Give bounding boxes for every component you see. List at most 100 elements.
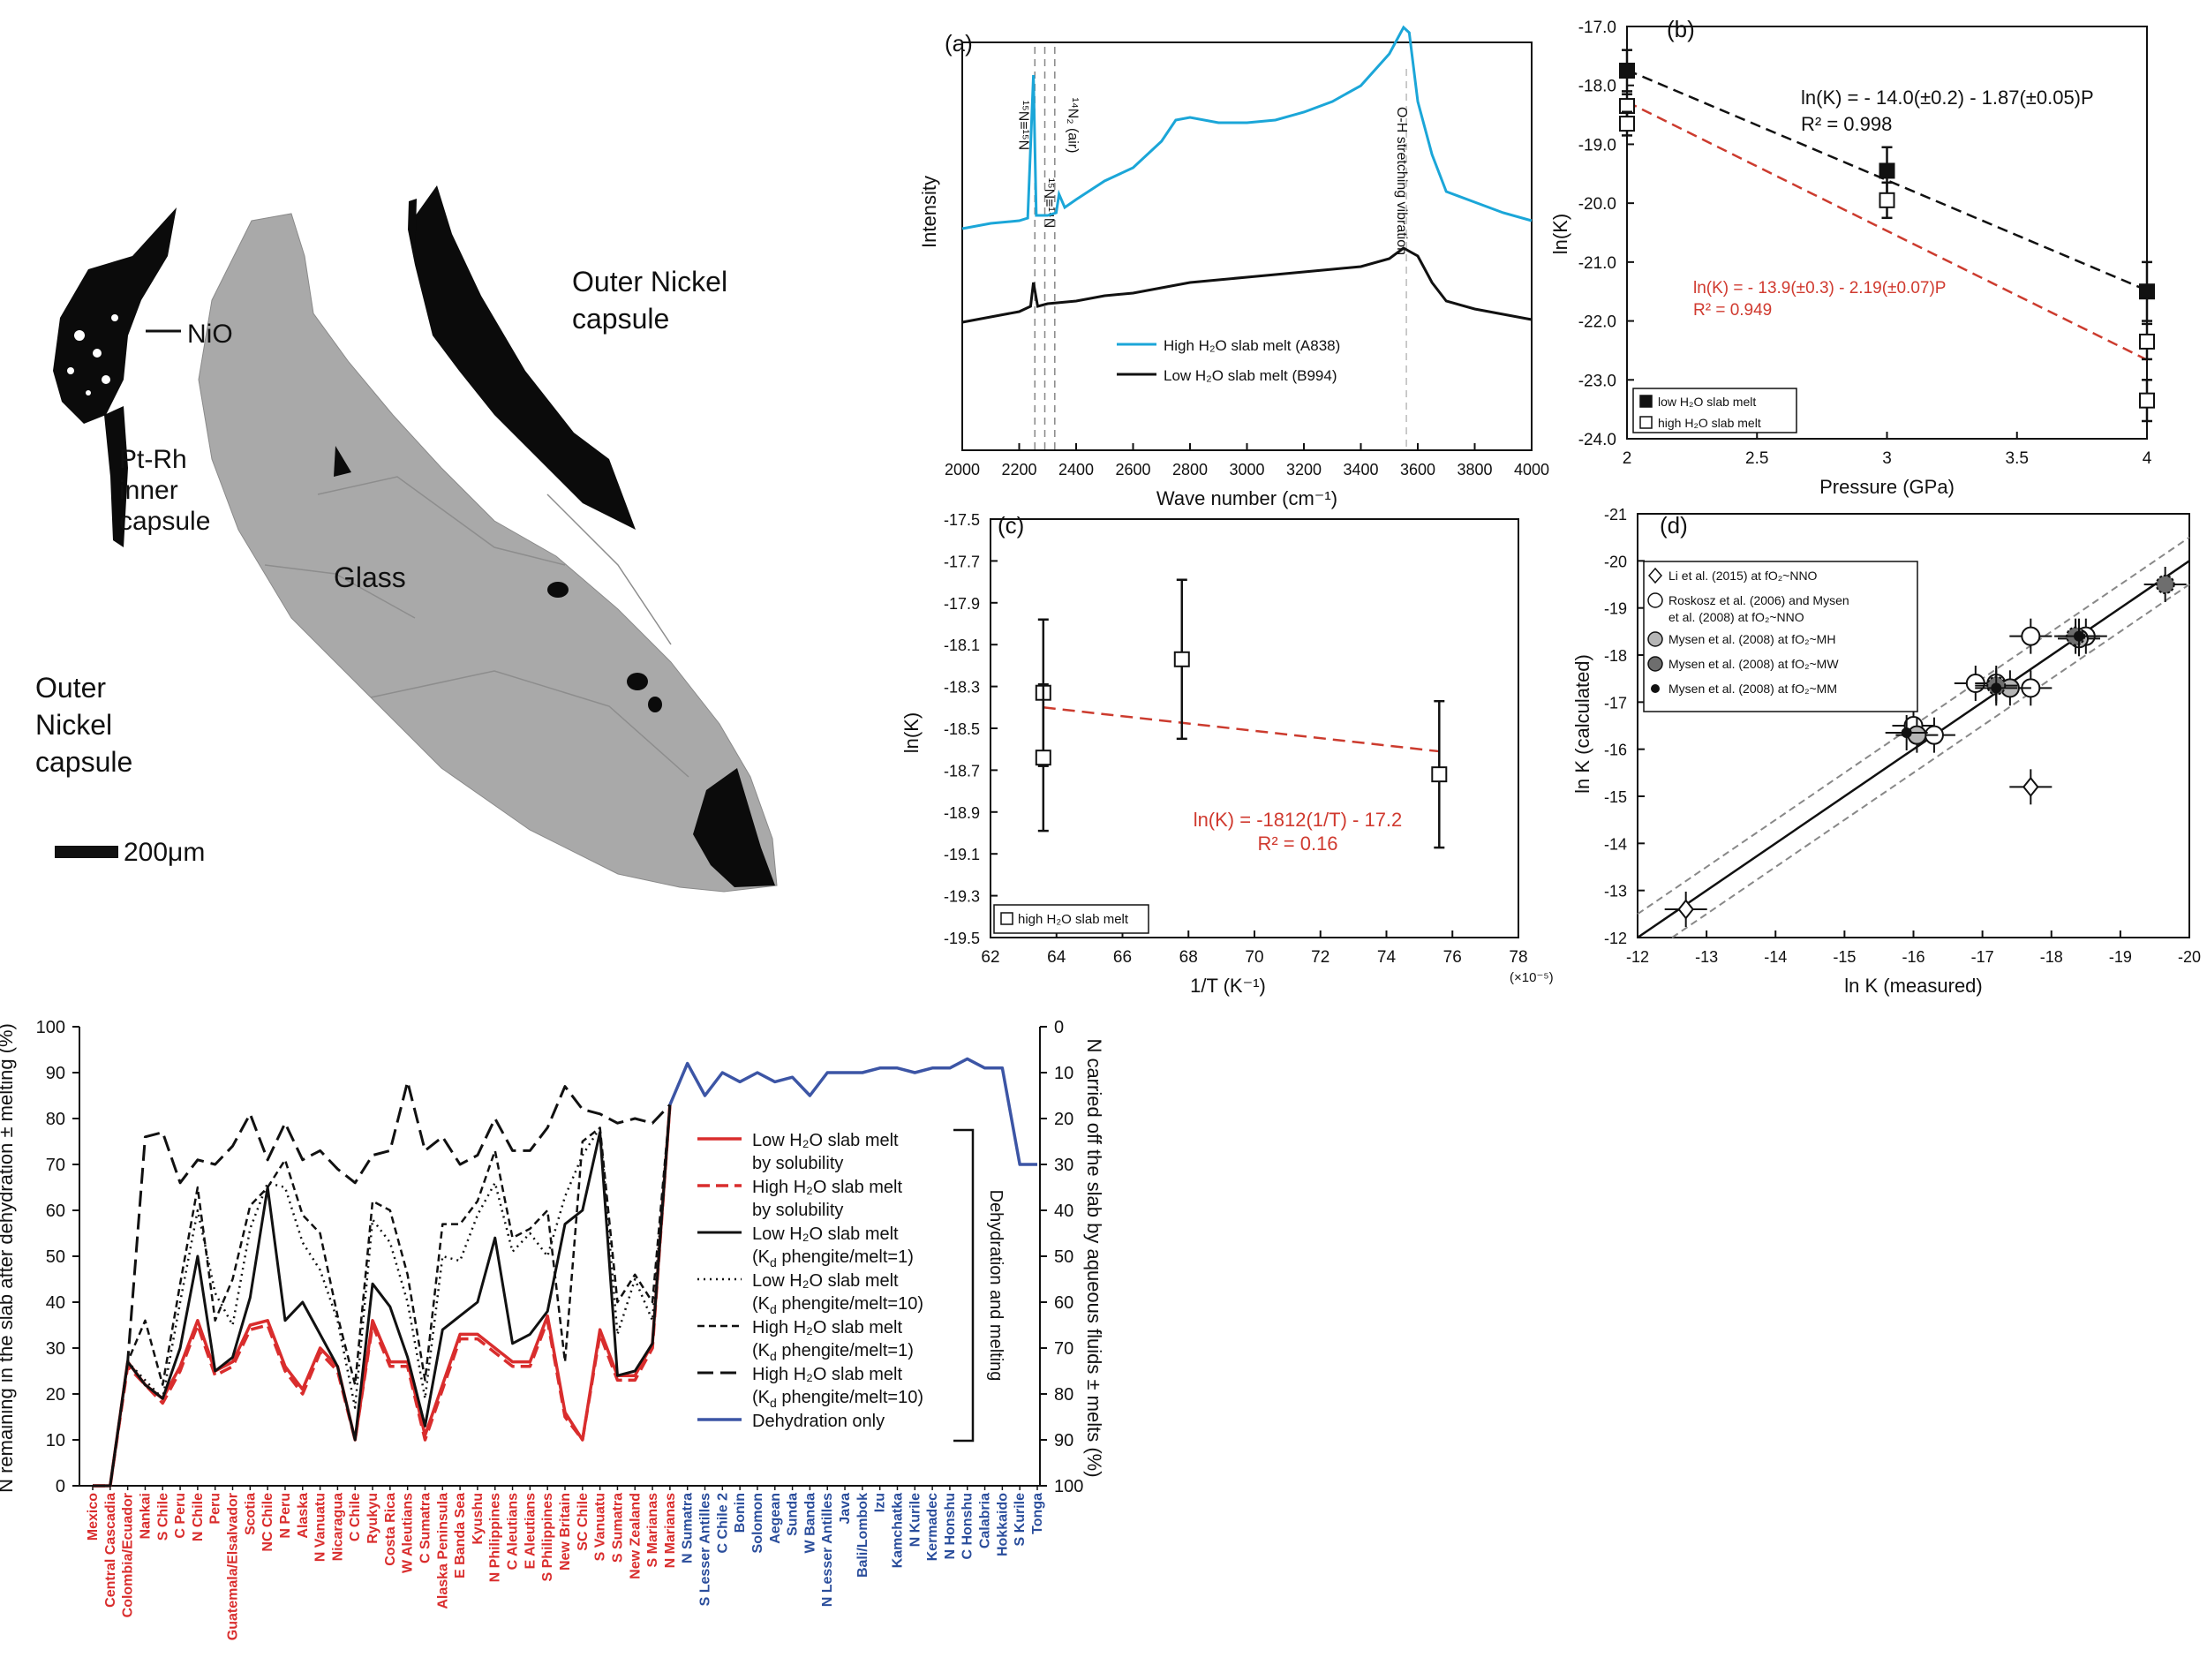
x-tick-label: 74 bbox=[1377, 948, 1397, 967]
panel-label: (b) bbox=[1667, 16, 1695, 42]
y-tick-label-left: 0 bbox=[56, 1477, 65, 1496]
category-label: N Sumatra bbox=[681, 1493, 696, 1563]
data-point bbox=[1431, 766, 1448, 783]
legend-label: (Kd phengite/melt=10) bbox=[752, 1388, 923, 1410]
y-tick-label-right: 40 bbox=[1054, 1202, 1073, 1221]
legend-box bbox=[993, 904, 1149, 934]
category-label: Ryukyu bbox=[365, 1493, 380, 1544]
panel-label: (c) bbox=[998, 512, 1024, 539]
y-tick-label-right: 0 bbox=[1054, 1018, 1064, 1037]
data-point-small-dot bbox=[2074, 630, 2084, 642]
peak-annotation: O-H stretching vibration bbox=[1394, 107, 1409, 255]
x-tick-label: -14 bbox=[1764, 948, 1787, 966]
y-tick-label: -14 bbox=[1604, 835, 1627, 853]
legend-label: et al. (2008) at fO₂~NNO bbox=[1668, 610, 1804, 624]
x-tick-label: 62 bbox=[981, 948, 999, 967]
pt-rh-capsule bbox=[104, 406, 128, 547]
glass-label: Glass bbox=[334, 561, 406, 593]
fit-line-low-h2o bbox=[1626, 69, 2148, 292]
scale-label: 200μm bbox=[124, 838, 205, 867]
category-label: Colombia/Ecuador bbox=[121, 1493, 136, 1617]
x-tick-label: -16 bbox=[1902, 948, 1925, 966]
panel-c-lnk-vs-inverse-temperature: (c) -17.5 -17.7 -17.9 -18.1 -18.3 -18.5 -18.7 -1… bbox=[900, 511, 1554, 997]
category-label: S Kurile bbox=[1013, 1493, 1028, 1547]
y-axis-label-right: N carried off the slab by aqueous fluids… bbox=[1083, 1038, 1105, 1477]
category-label: C Chile 2 bbox=[715, 1493, 730, 1554]
category-label: Alaska bbox=[296, 1493, 311, 1539]
y-tick-label-right: 30 bbox=[1054, 1156, 1073, 1175]
legend-marker bbox=[1000, 912, 1013, 925]
spectrum-low-h2o bbox=[961, 246, 1533, 324]
legend-label: (Kd phengite/melt=10) bbox=[752, 1294, 923, 1316]
outer-nickel-top bbox=[415, 185, 636, 530]
x-tick-label: 2.5 bbox=[1745, 449, 1768, 468]
panel-label: (a) bbox=[945, 30, 973, 57]
legend-marker bbox=[1647, 656, 1663, 672]
category-label: Java bbox=[838, 1493, 853, 1525]
legend-label: Roskosz et al. (2006) and Mysen bbox=[1668, 593, 1849, 607]
x-tick-label: 3000 bbox=[1229, 461, 1264, 478]
text-line: Glass bbox=[334, 561, 406, 593]
y-tick-label: -18.5 bbox=[944, 720, 980, 738]
category-label: Solomon bbox=[750, 1493, 765, 1553]
y-tick-label: -18.7 bbox=[944, 762, 980, 780]
panel-a-raman-spectra: (a) 2000 2200 2400 2600 2800 3000 3200 3400 3600 3… bbox=[918, 25, 1549, 509]
y-axis-label: Intensity bbox=[918, 176, 940, 248]
lower-envelope-line bbox=[1671, 584, 2190, 938]
category-label: Kermadec bbox=[925, 1493, 940, 1561]
data-point-diamond bbox=[2022, 776, 2039, 797]
category-label: N Philippines bbox=[488, 1493, 503, 1582]
data-point-diamond bbox=[1677, 899, 1694, 920]
category-label: N Peru bbox=[278, 1493, 293, 1539]
x-tick-label: 66 bbox=[1113, 948, 1132, 967]
y-tick-label: -17.9 bbox=[944, 595, 980, 613]
y-tick-label-right: 10 bbox=[1054, 1064, 1073, 1083]
fit-r2: R² = 0.16 bbox=[1257, 832, 1337, 855]
y-tick-label: -15 bbox=[1604, 788, 1627, 806]
legend-label: by solubility bbox=[752, 1154, 843, 1173]
legend-label: low H₂O slab melt bbox=[1658, 395, 1756, 409]
category-label: C Aleutians bbox=[506, 1493, 521, 1571]
legend-label: High H₂O slab melt (A838) bbox=[1164, 337, 1340, 354]
legend-box bbox=[1643, 561, 1918, 712]
x-axis-label: 1/T (K⁻¹) bbox=[1190, 975, 1266, 997]
text-line: Pt-Rh bbox=[119, 445, 187, 474]
legend-label: (Kd phengite/melt=1) bbox=[752, 1341, 914, 1363]
y-tick-label: -12 bbox=[1604, 930, 1627, 947]
category-label: C Honshu bbox=[960, 1493, 975, 1560]
x-tick-label: 4000 bbox=[1514, 461, 1549, 478]
y-axis-label: ln(K) bbox=[1549, 214, 1571, 254]
category-label: N Honshu bbox=[943, 1493, 958, 1560]
legend-label: Dehydration only bbox=[752, 1412, 885, 1431]
category-label: E Aleutians bbox=[523, 1493, 538, 1570]
y-tick-label: -18.9 bbox=[944, 804, 980, 822]
category-label: Nankai bbox=[138, 1493, 153, 1539]
category-label: Mexico bbox=[86, 1493, 101, 1541]
fit-equation-high-h2o: ln(K) = - 13.9(±0.3) - 2.19(±0.07)P bbox=[1693, 279, 1946, 298]
y-tick-label-right: 50 bbox=[1054, 1247, 1073, 1267]
legend-label: Low H₂O slab melt (B994) bbox=[1164, 367, 1337, 384]
x-tick-label: 2400 bbox=[1058, 461, 1094, 478]
outer-nickel-top-sliver bbox=[408, 199, 417, 265]
micrograph-panel: NiO Pt-Rh inner capsule Outer Nickel capsul… bbox=[35, 185, 778, 893]
x-tick-label: 3800 bbox=[1457, 461, 1492, 478]
legend-label: by solubility bbox=[752, 1201, 843, 1220]
series-black-dash bbox=[93, 1104, 672, 1488]
x-tick-label: -13 bbox=[1695, 948, 1718, 966]
pt-rh-label: Pt-Rh inner capsule bbox=[119, 445, 210, 536]
category-label: Scotia bbox=[243, 1493, 258, 1535]
legend-label-subscript: d bbox=[770, 1349, 777, 1363]
fit-equation: ln(K) = -1812(1/T) - 17.2 bbox=[1194, 809, 1403, 831]
y-tick-label: -18 bbox=[1604, 647, 1627, 665]
nickel-triangle bbox=[334, 446, 351, 477]
y-tick-label: -21.0 bbox=[1578, 254, 1616, 273]
category-label: Tonga bbox=[1030, 1493, 1045, 1534]
nickel-blob-2 bbox=[648, 697, 662, 712]
panel-d-calculated-vs-measured: (d) -21 -20 -19 -18 -17 -16 -15 -14 -13 -12-12 -13 -… bbox=[1571, 506, 2201, 997]
category-label: S Vanuatu bbox=[593, 1493, 608, 1561]
fit-r2-low-h2o: R² = 0.998 bbox=[1801, 113, 1892, 135]
y-tick-label-right: 90 bbox=[1054, 1431, 1073, 1450]
y-axis-label-left: N remaining in the slab after dehydratio… bbox=[0, 1023, 17, 1493]
category-label: S Lesser Antilles bbox=[698, 1493, 713, 1606]
